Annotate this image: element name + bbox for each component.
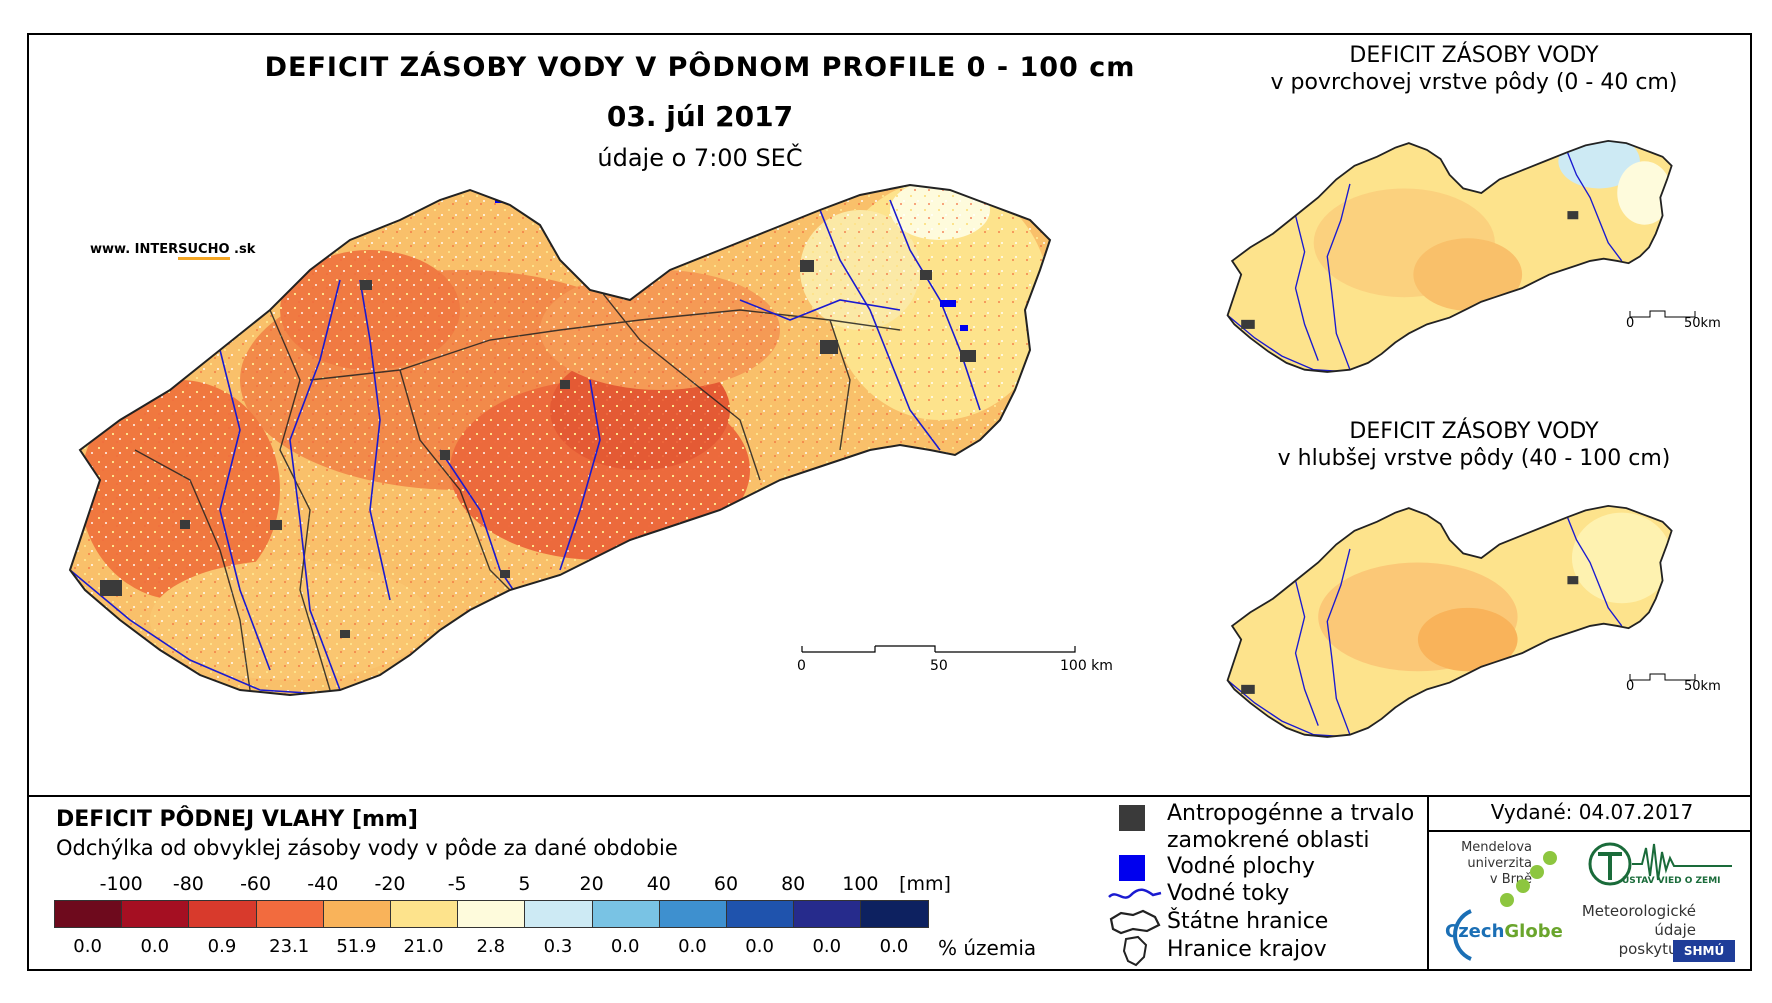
issued-date: Vydané: 04.07.2017 bbox=[1490, 800, 1694, 824]
legend-swatch bbox=[255, 900, 324, 928]
main-scale-bar bbox=[801, 645, 1076, 653]
legend-swatch bbox=[524, 900, 593, 928]
legend-percentage: 51.9 bbox=[336, 936, 377, 957]
legend-class-label: -5 bbox=[447, 873, 467, 895]
legend-class-label: -60 bbox=[240, 873, 272, 895]
legend-swatch bbox=[322, 900, 391, 928]
legend-subtitle: Odchýlka od obvyklej zásoby vody v pôde … bbox=[56, 836, 678, 860]
legend-swatch bbox=[54, 900, 123, 928]
water-streams-label: Vodné toky bbox=[1167, 881, 1290, 906]
inset-bottom-scale-0: 0 bbox=[1626, 679, 1635, 694]
inset-top-scale bbox=[1629, 310, 1696, 318]
anthropogenic-label-2: zamokrené oblasti bbox=[1167, 828, 1370, 853]
czechglobe-dots-icon bbox=[1500, 851, 1557, 907]
legend-pct-unit: % územia bbox=[938, 936, 1037, 960]
water-bodies-label: Vodné plochy bbox=[1167, 854, 1315, 879]
issued-separator bbox=[1429, 830, 1752, 832]
legend-percentage: 0.0 bbox=[812, 936, 842, 957]
inset-top-scale-0: 0 bbox=[1626, 316, 1635, 331]
anthropogenic-swatch bbox=[1119, 805, 1145, 831]
inset-bottom-title-1: DEFICIT ZÁSOBY VODY bbox=[1349, 419, 1599, 444]
legend-class-label: 80 bbox=[781, 873, 806, 895]
legend-swatch bbox=[860, 900, 929, 928]
map-time-note: údaje o 7:00 SEČ bbox=[597, 144, 803, 172]
legend-class-label: -80 bbox=[172, 873, 204, 895]
anthropogenic-label-1: Antropogénne a trvalo bbox=[1167, 801, 1415, 826]
main-map bbox=[69, 184, 1051, 696]
legend-class-label: 40 bbox=[646, 873, 671, 895]
map-date: 03. júl 2017 bbox=[606, 100, 794, 133]
legend-swatch bbox=[390, 900, 459, 928]
state-border-icon bbox=[1109, 909, 1161, 935]
main-scale-0: 0 bbox=[797, 658, 806, 674]
legend-swatch bbox=[457, 900, 526, 928]
inset-top-title-2: v povrchovej vrstve pôdy (0 - 40 cm) bbox=[1270, 70, 1678, 95]
legend-swatch bbox=[793, 900, 862, 928]
inset-bottom-scale-50: 50km bbox=[1684, 679, 1721, 694]
legend-separator bbox=[1427, 795, 1429, 971]
website-accent: SUCHO bbox=[178, 242, 230, 260]
legend-percentage: 0.3 bbox=[543, 936, 573, 957]
ustav-logo-text: ÚSTAV VIED O ZEMI bbox=[1622, 876, 1721, 886]
legend-percentage: 2.8 bbox=[476, 936, 506, 957]
legend-class-label: 20 bbox=[579, 873, 604, 895]
legend-swatch bbox=[658, 900, 727, 928]
legend-class-label: -100 bbox=[99, 873, 143, 895]
legend-percentage: 23.1 bbox=[269, 936, 310, 957]
legend-title: DEFICIT PÔDNEJ VLAHY [mm] bbox=[56, 807, 418, 832]
ustav-logo-icon bbox=[1588, 842, 1732, 886]
main-scale-50: 50 bbox=[930, 658, 948, 674]
legend-percentage: 0.9 bbox=[207, 936, 237, 957]
legend-class-label: 100 bbox=[842, 873, 879, 895]
main-scale-100: 100 km bbox=[1060, 658, 1113, 674]
stream-icon bbox=[1108, 888, 1162, 899]
legend-percentage: 0.0 bbox=[678, 936, 707, 957]
legend-swatch bbox=[121, 900, 190, 928]
legend-percentage: 0.0 bbox=[745, 936, 774, 957]
legend-unit: [mm] bbox=[899, 873, 951, 895]
legend-percentage: 0.0 bbox=[879, 936, 909, 957]
state-border-label: Štátne hranice bbox=[1167, 909, 1329, 934]
inset-top-map bbox=[1226, 139, 1673, 373]
region-border-icon bbox=[1122, 935, 1148, 967]
legend-class-label: -20 bbox=[374, 873, 406, 895]
met-provider-text: Meteorologické údaje poskytuje: bbox=[1581, 902, 1696, 958]
czechglobe-arc-icon bbox=[1453, 909, 1472, 961]
legend-class-label: -40 bbox=[307, 873, 339, 895]
water-body-swatch bbox=[1119, 855, 1145, 881]
legend-percentage: 0.0 bbox=[610, 936, 640, 957]
inset-bottom-map bbox=[1226, 504, 1673, 738]
legend-class-label: 5 bbox=[518, 873, 531, 895]
czechglobe-logo: CzechGlobe bbox=[1445, 921, 1563, 942]
legend-percentage: 0.0 bbox=[140, 936, 170, 957]
legend-swatch bbox=[726, 900, 795, 928]
website-link[interactable]: www. INTERSUCHO .sk bbox=[90, 242, 255, 260]
legend-percentage: 0.0 bbox=[73, 936, 102, 957]
region-border-label: Hranice krajov bbox=[1167, 937, 1327, 962]
inset-top-title-1: DEFICIT ZÁSOBY VODY bbox=[1349, 43, 1599, 68]
legend-swatch bbox=[591, 900, 660, 928]
legend-class-label: 60 bbox=[713, 873, 739, 895]
inset-top-scale-50: 50km bbox=[1684, 316, 1721, 331]
legend-panel bbox=[27, 795, 1752, 971]
legend-swatch bbox=[188, 900, 257, 928]
inset-bottom-title-2: v hlubšej vrstve pôdy (40 - 100 cm) bbox=[1277, 446, 1671, 471]
legend-percentage: 21.0 bbox=[403, 936, 444, 957]
inset-bottom-scale bbox=[1629, 673, 1696, 681]
shmu-logo[interactable]: SHMÚ bbox=[1673, 940, 1735, 962]
map-title: DEFICIT ZÁSOBY VODY V PÔDNOM PROFILE 0 -… bbox=[264, 52, 1136, 83]
